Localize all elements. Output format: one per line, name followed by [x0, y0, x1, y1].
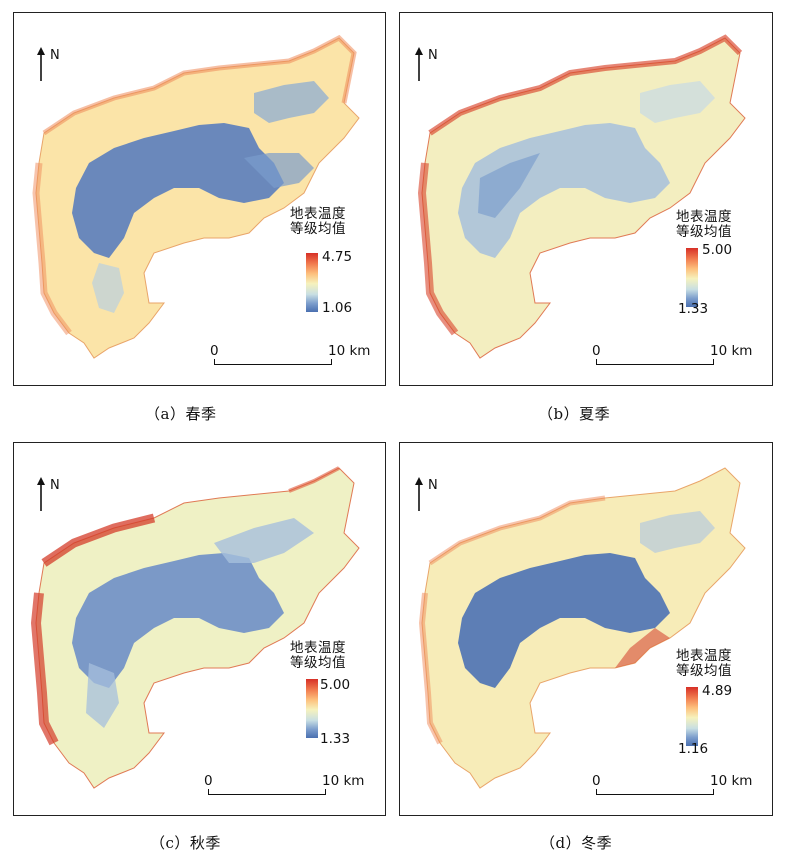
legend-color-ramp [306, 253, 318, 312]
north-arrow-icon [415, 477, 423, 511]
legend: 地表温度 等级均值 4.75 1.06 [290, 206, 352, 317]
caption-summer: （b）夏季 [538, 405, 611, 423]
legend-title-line2: 等级均值 [676, 224, 732, 240]
north-label: N [50, 478, 60, 493]
caption-autumn: （c）秋季 [150, 834, 221, 852]
legend-title-line1: 地表温度 [290, 206, 346, 222]
legend: 地表温度 等级均值 5.00 1.33 [290, 640, 350, 748]
legend-min-value: 1.06 [322, 300, 353, 316]
legend-min-value: 1.33 [320, 731, 351, 747]
legend-max-value: 5.00 [320, 677, 351, 693]
legend-color-ramp [686, 687, 698, 746]
legend-title-line1: 地表温度 [676, 648, 732, 664]
legend-max-value: 4.89 [702, 683, 733, 699]
north-arrow-icon [37, 47, 45, 81]
scale-distance-label: 10 km [322, 773, 365, 789]
legend: 地表温度 等级均值 5.00 1.33 [676, 209, 732, 318]
legend-max-value: 5.00 [702, 242, 733, 258]
scale-bar-line [596, 789, 714, 795]
legend-min-value: 1.16 [678, 741, 709, 757]
lst-map-summer [417, 34, 746, 359]
legend-title-line2: 等级均值 [676, 663, 732, 679]
legend-color-ramp [306, 679, 318, 738]
caption-winter: （d）冬季 [540, 834, 613, 852]
caption-spring: （a）春季 [145, 405, 217, 423]
scale-distance-label: 10 km [710, 343, 753, 359]
scale-distance-label: 10 km [328, 343, 371, 359]
scale-distance-label: 10 km [710, 773, 753, 789]
north-label: N [50, 48, 60, 63]
legend-title-line2: 等级均值 [290, 221, 346, 237]
scale-bar-line [208, 789, 326, 795]
legend-title-line1: 地表温度 [290, 640, 346, 656]
legend-title-line2: 等级均值 [290, 655, 346, 671]
scale-bar-line [596, 359, 714, 365]
legend-title-line1: 地表温度 [676, 209, 732, 225]
north-label: N [428, 478, 438, 493]
scale-zero-label: 0 [592, 773, 601, 789]
scale-zero-label: 0 [204, 773, 213, 789]
lst-map-winter [418, 467, 746, 789]
lst-map-spring [32, 34, 360, 359]
map-panel-winter: N 地表温度 等级均值 4.89 1.16 0 10 km [399, 442, 773, 816]
north-arrow-icon [37, 477, 45, 511]
lst-map-autumn [30, 466, 360, 789]
north-arrow-icon [415, 47, 423, 81]
scale-bar-line [214, 359, 332, 365]
map-panel-spring: N 地表温度 等级均值 4.75 1.06 0 10 km [13, 12, 386, 386]
legend-color-ramp [686, 248, 698, 307]
map-panel-autumn: N 地表温度 等级均值 5.00 1.33 0 10 km [13, 442, 386, 816]
legend-min-value: 1.33 [678, 301, 709, 317]
scale-zero-label: 0 [592, 343, 601, 359]
map-panel-summer: N 地表温度 等级均值 5.00 1.33 0 10 km [399, 12, 773, 386]
legend: 地表温度 等级均值 4.89 1.16 [676, 648, 732, 758]
legend-max-value: 4.75 [322, 249, 353, 265]
north-label: N [428, 48, 438, 63]
scale-zero-label: 0 [210, 343, 219, 359]
